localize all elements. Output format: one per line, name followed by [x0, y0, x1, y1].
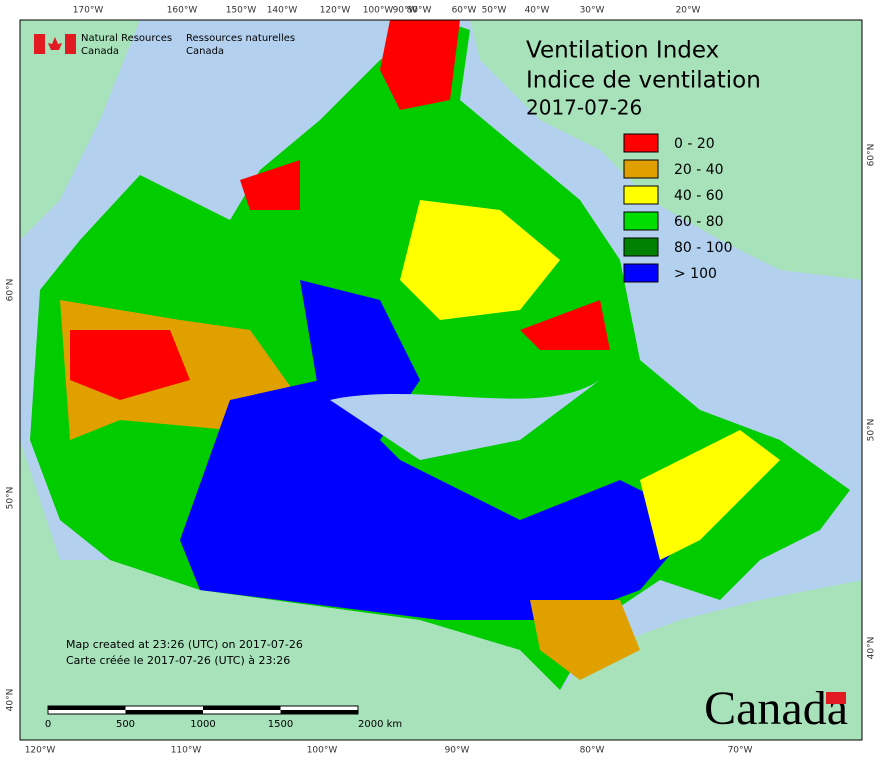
title: Ventilation Index	[526, 38, 719, 64]
graticule-label: 110°W	[171, 746, 202, 756]
scale-label: 2000 km	[358, 719, 402, 730]
legend-label: 40 - 60	[674, 188, 724, 204]
graticule-label: 70°W	[728, 746, 753, 756]
maple-leaf	[48, 37, 62, 50]
graticule-label: 60°N	[6, 279, 16, 302]
hudson-bay	[330, 380, 600, 460]
graticule-label: 80°W	[407, 6, 432, 16]
legend-swatch	[623, 185, 659, 205]
org-fr: Ressources naturelles	[186, 33, 295, 44]
scale-segment	[280, 710, 358, 714]
legend-label: 20 - 40	[674, 162, 724, 178]
graticule-label: 30°W	[580, 6, 605, 16]
footer-fr: Carte créée le 2017-07-26 (UTC) à 23:26	[66, 654, 290, 667]
graticule-label: 150°W	[226, 6, 257, 16]
legend-label: 0 - 20	[674, 136, 715, 152]
flag-bar	[65, 34, 76, 54]
wordmark: Canada	[704, 682, 848, 735]
org-en: Natural Resources	[81, 33, 172, 44]
scale-segment	[125, 710, 203, 714]
graticule-label: 50°W	[482, 6, 507, 16]
graticule-label: 60°W	[452, 6, 477, 16]
legend-swatch	[623, 263, 659, 283]
scale-segment	[48, 706, 126, 710]
scale-label: 0	[45, 719, 51, 730]
date: 2017-07-26	[526, 96, 642, 120]
graticule-label: 60°N	[867, 144, 877, 167]
graticule-label: 40°N	[6, 689, 16, 712]
zone-0-20	[520, 300, 610, 350]
footer: Map created at 23:26 (UTC) on 2017-07-26	[66, 638, 303, 651]
zone-over-100	[180, 380, 700, 620]
legend-swatch	[623, 159, 659, 179]
zone-0-20	[240, 160, 300, 210]
graticule-label: 160°W	[167, 6, 198, 16]
graticule-label: 40°N	[867, 637, 877, 660]
title-fr: Indice de ventilation	[526, 68, 761, 94]
legend-label: 80 - 100	[674, 240, 733, 256]
wordmark-flag	[826, 692, 846, 704]
legend-swatch	[623, 237, 659, 257]
graticule-label: 50°N	[6, 487, 16, 510]
map-frame	[19, 19, 863, 741]
scale-label: 500	[116, 719, 135, 730]
graticule-label: 40°W	[525, 6, 550, 16]
zone-0-20	[70, 330, 190, 400]
graticule-label: 90°W	[393, 6, 418, 16]
org-en-2: Canada	[81, 46, 119, 57]
graticule-label: 100°W	[363, 6, 394, 16]
scale-segment	[203, 706, 281, 710]
zone-20-40	[530, 600, 640, 680]
graticule-label: 120°W	[25, 746, 56, 756]
zone-0-20	[380, 20, 460, 110]
graticule-label: 20°W	[676, 6, 701, 16]
flag-bar	[34, 34, 45, 54]
greenland	[470, 20, 862, 280]
zone-40-60	[640, 430, 780, 560]
graticule-label: 140°W	[267, 6, 298, 16]
org-fr-2: Canada	[186, 46, 224, 57]
graticule-label: 80°W	[580, 746, 605, 756]
scale-label: 1000	[190, 719, 215, 730]
legend-label: > 100	[674, 266, 717, 282]
graticule-label: 90°W	[445, 746, 470, 756]
graticule-label: 120°W	[320, 6, 351, 16]
graticule-label: 100°W	[307, 746, 338, 756]
zone-40-60	[400, 200, 560, 320]
legend-swatch	[623, 211, 659, 231]
scale-label: 1500	[268, 719, 293, 730]
legend-swatch	[623, 133, 659, 153]
legend-label: 60 - 80	[674, 214, 724, 230]
usa	[20, 440, 862, 740]
graticule-label: 170°W	[73, 6, 104, 16]
graticule-label: 50°N	[867, 419, 877, 442]
alaska	[20, 20, 140, 240]
